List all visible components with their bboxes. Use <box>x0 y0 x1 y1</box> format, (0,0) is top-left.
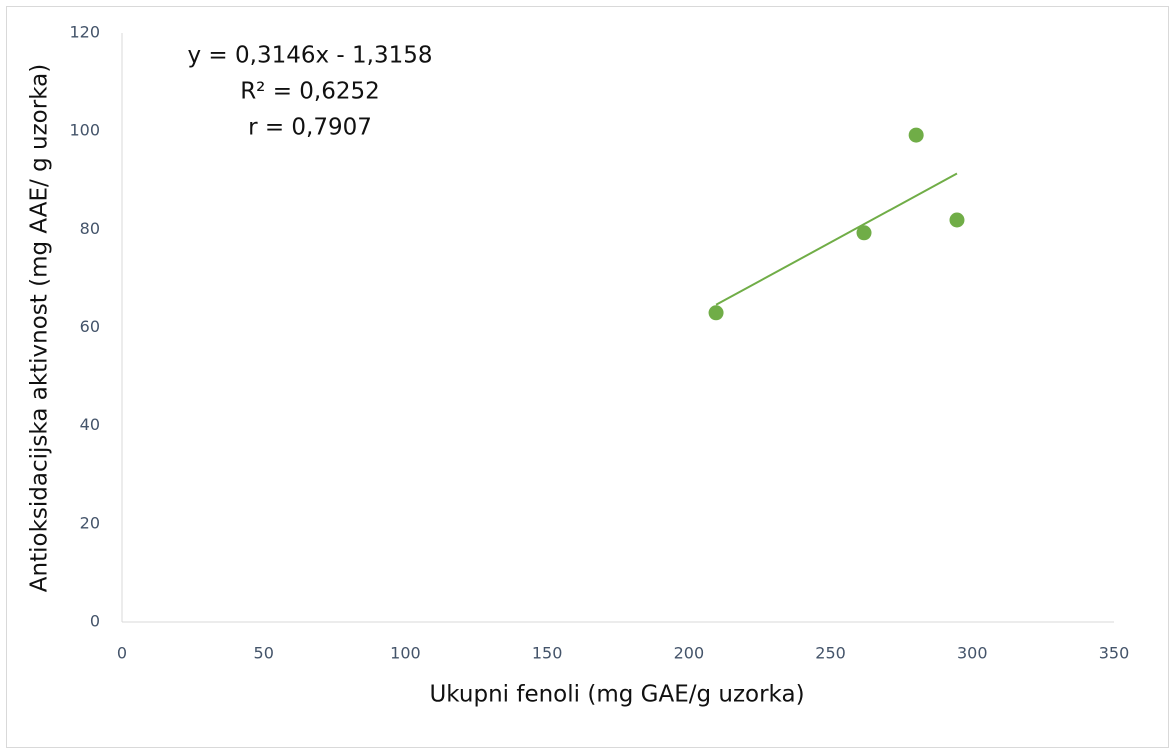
trendline <box>715 172 958 306</box>
y-tick-label: 20 <box>80 513 100 532</box>
y-tick-label: 120 <box>69 23 100 42</box>
data-point <box>856 225 872 241</box>
x-tick-label: 0 <box>117 644 127 663</box>
regression-annotation: R² = 0,6252 <box>240 79 380 105</box>
regression-annotation: r = 0,7907 <box>248 115 372 141</box>
x-tick-label: 250 <box>815 644 846 663</box>
x-axis-title: Ukupni fenoli (mg GAE/g uzorka) <box>429 682 804 708</box>
x-tick-label: 50 <box>254 644 274 663</box>
chart-border <box>6 6 1169 748</box>
data-point <box>708 305 724 321</box>
y-tick-label: 40 <box>80 415 100 434</box>
y-tick-label: 60 <box>80 317 100 336</box>
x-tick-label: 350 <box>1099 644 1130 663</box>
y-axis-title: Antioksidacijska aktivnost (mg AAE/ g uz… <box>27 64 53 592</box>
data-point <box>908 127 924 143</box>
y-tick-label: 0 <box>90 612 100 631</box>
x-tick-label: 200 <box>674 644 705 663</box>
x-tick-label: 300 <box>957 644 988 663</box>
y-tick-label: 80 <box>80 219 100 238</box>
regression-annotation: y = 0,3146x - 1,3158 <box>188 43 433 69</box>
x-tick-label: 100 <box>390 644 421 663</box>
data-point <box>949 212 965 228</box>
x-tick-label: 150 <box>532 644 563 663</box>
y-tick-label: 100 <box>69 121 100 140</box>
